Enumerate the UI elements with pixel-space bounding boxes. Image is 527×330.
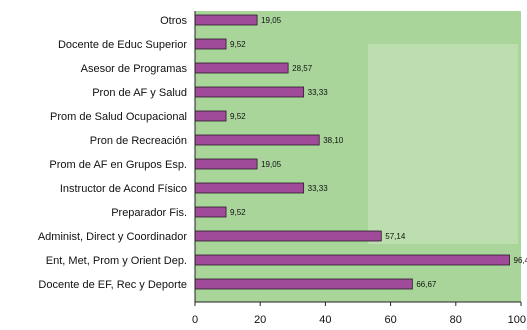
x-axis-ticks: 0 20 40 60 80 100	[192, 302, 526, 326]
category-label: Prom de AF en Grupos Esp.	[49, 159, 187, 171]
category-label: Docente de EF, Rec y Deporte	[38, 279, 187, 291]
bar	[194, 110, 227, 122]
bar	[194, 278, 413, 290]
value-label: 38,10	[323, 136, 344, 145]
bar	[194, 86, 305, 98]
value-label: 33,33	[308, 88, 329, 97]
value-label: 9,52	[230, 112, 246, 121]
value-label: 57,14	[385, 232, 406, 241]
category-label: Administ, Direct y Coordinador	[38, 231, 188, 243]
value-label: 33,33	[308, 184, 329, 193]
bar	[194, 206, 227, 218]
plot-background-highlight	[368, 44, 518, 244]
bar	[194, 14, 258, 26]
value-label: 9,52	[230, 40, 246, 49]
category-label: Ent, Met, Prom y Orient Dep.	[46, 255, 187, 267]
category-label: Instructor de Acond Físico	[60, 183, 187, 195]
bar	[194, 230, 382, 242]
category-label: Otros	[160, 15, 187, 27]
bar	[194, 158, 258, 170]
value-label: 66,67	[416, 280, 437, 289]
value-label: 96,48	[514, 256, 527, 265]
value-label: 19,05	[261, 160, 282, 169]
category-labels: Otros Docente de Educ Superior Asesor de P…	[38, 15, 188, 291]
category-label: Preparador Fis.	[111, 207, 187, 219]
x-tick-label: 0	[192, 314, 198, 326]
value-label: 9,52	[230, 208, 246, 217]
category-label: Docente de Educ Superior	[58, 39, 187, 51]
bar	[194, 38, 227, 50]
x-tick-label: 80	[450, 314, 462, 326]
category-label: Asesor de Programas	[81, 63, 188, 75]
value-label: 28,57	[292, 64, 313, 73]
category-label: Prom de Salud Ocupacional	[50, 111, 187, 123]
x-tick-label: 100	[508, 314, 526, 326]
x-tick-label: 60	[384, 314, 396, 326]
x-tick-label: 40	[319, 314, 331, 326]
category-label: Pron de Recreación	[90, 135, 187, 147]
value-labels: 19,05 9,52 28,57 33,33 9,52 38,10 19,05 33,33 9,…	[230, 16, 527, 289]
category-label: Pron de AF y Salud	[92, 87, 187, 99]
bar	[194, 182, 305, 194]
bar	[194, 62, 289, 74]
bar	[194, 134, 320, 146]
bars-group	[194, 14, 510, 290]
x-tick-label: 20	[254, 314, 266, 326]
value-label: 19,05	[261, 16, 282, 25]
bar	[194, 254, 510, 266]
